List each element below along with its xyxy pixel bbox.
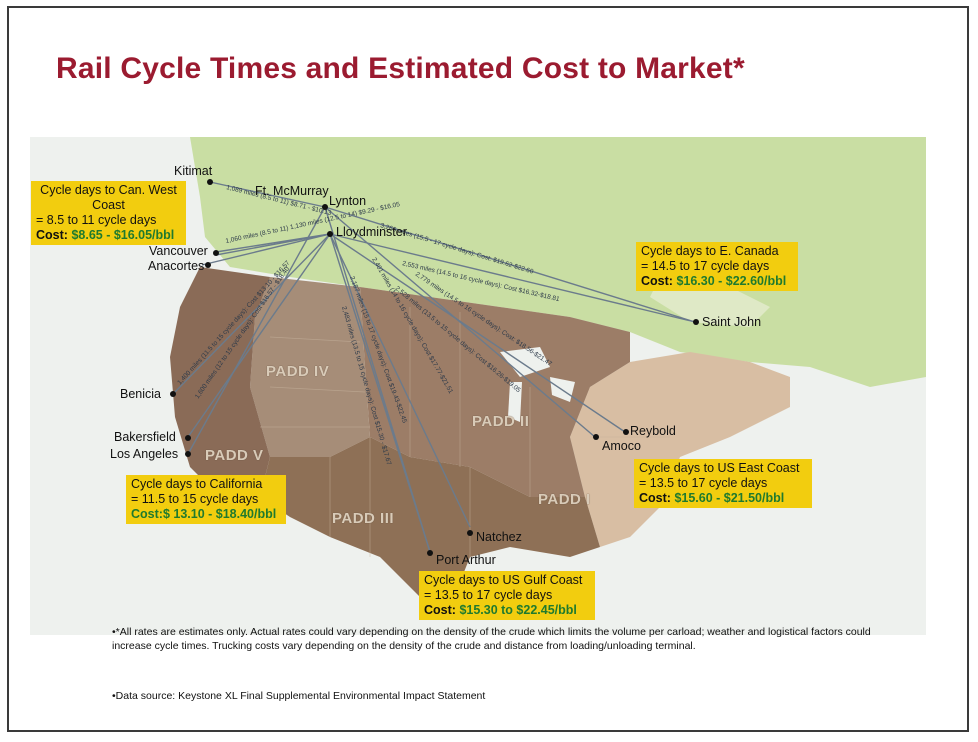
callout-east-canada-line1: Cycle days to E. Canada <box>641 244 779 258</box>
city-vancouver: Vancouver <box>149 244 208 258</box>
city-benicia: Benicia <box>120 387 161 401</box>
city-lynton: Lynton <box>329 194 367 208</box>
city-los-angeles: Los Angeles <box>110 447 179 461</box>
callout-california-line1: Cycle days to California <box>131 477 263 491</box>
rail-map: 1,089 miles (8.5 to 11) $8.71 - $10.13 1… <box>30 137 926 635</box>
callout-us-gulf: Cycle days to US Gulf Coast = 13.5 to 17… <box>419 571 595 620</box>
callout-california-line2: = 11.5 to 15 cycle days <box>131 492 259 506</box>
callout-east-canada-cost-value: $16.30 - $22.60/bbl <box>676 274 787 288</box>
slide-frame <box>7 6 969 732</box>
state-lines <box>260 307 670 557</box>
callout-california: Cycle days to California = 11.5 to 15 cy… <box>126 475 286 524</box>
padd-v-label: PADD V <box>205 447 264 464</box>
callout-california-cost-value: $ 13.10 - $18.40/bbl <box>162 507 277 521</box>
callout-east-canada-cost-label: Cost: <box>641 274 673 288</box>
city-ft-mcmurray: Ft. McMurray <box>255 184 329 198</box>
callout-us-gulf-line2: = 13.5 to 17 cycle days <box>424 588 553 602</box>
city-reybold: Reybold <box>630 424 676 438</box>
callout-west-coast-line2: = 8.5 to 11 cycle days <box>36 213 157 227</box>
callout-west-coast: Cycle days to Can. West Coast = 8.5 to 1… <box>31 181 186 245</box>
callout-us-east-cost-label: Cost: <box>639 491 671 505</box>
rail-routes <box>172 181 696 553</box>
padd-i-label: PADD I <box>538 491 591 508</box>
padd-ii-label: PADD II <box>472 413 530 430</box>
map-graphic: 1,089 miles (8.5 to 11) $8.71 - $10.13 1… <box>30 137 926 635</box>
city-lloydminster: Lloydminster <box>336 225 407 239</box>
city-bakersfield: Bakersfield <box>114 430 176 444</box>
callout-east-canada-line2: = 14.5 to 17 cycle days <box>641 259 770 273</box>
callout-us-east-line2: = 13.5 to 17 cycle days <box>639 476 768 490</box>
padd-iii-label: PADD III <box>332 510 395 527</box>
callout-us-east-line1: Cycle days to US East Coast <box>639 461 800 475</box>
city-natchez: Natchez <box>476 530 522 544</box>
city-amoco: Amoco <box>602 439 641 453</box>
city-kitimat: Kitimat <box>174 164 213 178</box>
callout-us-east-cost-value: $15.60 - $21.50/bbl <box>674 491 785 505</box>
callout-us-gulf-cost-label: Cost: <box>424 603 456 617</box>
callout-california-cost-label: Cost: <box>131 507 163 521</box>
city-saint-john: Saint John <box>702 315 762 329</box>
callout-us-gulf-cost-value: $15.30 to $22.45/bbl <box>459 603 577 617</box>
city-dots <box>170 179 699 556</box>
padd-iv-label: PADD IV <box>266 363 330 380</box>
callout-us-east: Cycle days to US East Coast = 13.5 to 17… <box>634 459 812 508</box>
footnote-estimates: •*All rates are estimates only. Actual r… <box>112 626 871 652</box>
padd-i-region <box>570 352 790 547</box>
padd-iv-region <box>250 277 370 457</box>
padd-v-region <box>170 267 270 497</box>
padd-ii-region <box>360 287 630 497</box>
city-anacortes: Anacortes <box>148 259 205 273</box>
footnote-data-source: •Data source: Keystone XL Final Suppleme… <box>112 690 486 702</box>
callout-west-coast-cost-value: $8.65 - $16.05/bbl <box>71 228 175 242</box>
lake-superior <box>500 347 550 377</box>
slide-title: Rail Cycle Times and Estimated Cost to M… <box>56 52 745 85</box>
city-port-arthur: Port Arthur <box>436 553 496 567</box>
callout-west-coast-line1: Cycle days to Can. West Coast <box>40 183 177 212</box>
callout-west-coast-cost-label: Cost: <box>36 228 68 242</box>
callout-us-gulf-line1: Cycle days to US Gulf Coast <box>424 573 583 587</box>
lake-michigan <box>508 382 522 422</box>
padd-iii-region <box>260 437 600 607</box>
callout-east-canada: Cycle days to E. Canada = 14.5 to 17 cyc… <box>636 242 798 291</box>
